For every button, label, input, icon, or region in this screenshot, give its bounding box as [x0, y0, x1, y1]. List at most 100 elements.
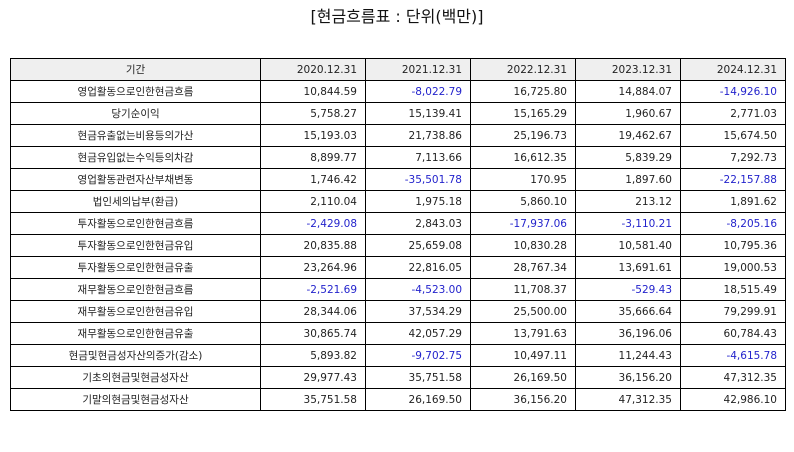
- table-row: 투자활동으로인한현금흐름 -2,429.08 2,843.03 -17,937.06-…: [10, 212, 786, 235]
- table-cell-value: 1,975.18: [365, 190, 471, 213]
- table-cell-value: -14,926.10: [680, 80, 786, 103]
- table-cell-value: 13,791.63: [470, 322, 576, 345]
- table-cell-value: 42,986.10: [680, 388, 786, 411]
- row-label: 영업활동관련자산부채변동: [10, 168, 261, 191]
- table-cell-value: 7,113.66: [365, 146, 471, 169]
- table-cell-value: 29,977.43: [260, 366, 366, 389]
- table-cell-value: 1,897.60: [575, 168, 681, 191]
- table-cell-value: 10,830.28: [470, 234, 576, 257]
- table-cell-value: 42,057.29: [365, 322, 471, 345]
- table-cell-value: -2,429.08: [260, 212, 366, 235]
- table-cell-value: -529.43: [575, 278, 681, 301]
- table-cell-value: 25,659.08: [365, 234, 471, 257]
- row-label: 투자활동으로인한현금유입: [10, 234, 261, 257]
- table-cell-value: 7,292.73: [680, 146, 786, 169]
- table-row: 영업활동으로인한현금흐름 10,844.59 -8,022.79 16,725.80 1…: [10, 80, 786, 103]
- table-cell-value: 22,816.05: [365, 256, 471, 279]
- table-cell-value: 2,843.03: [365, 212, 471, 235]
- page-title: [현금흐름표 : 단위(백만)]: [310, 7, 484, 26]
- table-cell-value: -17,937.06: [470, 212, 576, 235]
- table-cell-value: 10,795.36: [680, 234, 786, 257]
- table-cell-value: 36,196.06: [575, 322, 681, 345]
- table-cell-value: 213.12: [575, 190, 681, 213]
- table-header: 기간 2020.12.31 2021.12.31 2022.12.31 2023…: [10, 58, 786, 81]
- table-cell-value: 170.95: [470, 168, 576, 191]
- column-header-year: 2024.12.31: [680, 58, 786, 81]
- table-cell-value: 8,899.77: [260, 146, 366, 169]
- header-row: 기간 2020.12.31 2021.12.31 2022.12.31 2023…: [10, 58, 786, 81]
- table-row: 당기순이익 5,758.27 15,139.41 15,165.29 1,960.67 2…: [10, 102, 786, 125]
- table-row: 기말의현금및현금성자산 35,751.58 26,169.50 36,156.20 47…: [10, 388, 786, 411]
- table-row: 재무활동으로인한현금흐름 -2,521.69 -4,523.00 11,708.37-…: [10, 278, 786, 301]
- row-label: 투자활동으로인한현금흐름: [10, 212, 261, 235]
- row-label: 현금및현금성자산의증가(감소): [10, 344, 261, 367]
- table-cell-value: 35,666.64: [575, 300, 681, 323]
- table-cell-value: 35,751.58: [260, 388, 366, 411]
- row-label: 기말의현금및현금성자산: [10, 388, 261, 411]
- table-cell-value: 5,893.82: [260, 344, 366, 367]
- table-cell-value: 19,000.53: [680, 256, 786, 279]
- table-cell-value: 11,244.43: [575, 344, 681, 367]
- table-cell-value: 60,784.43: [680, 322, 786, 345]
- column-header-year: 2021.12.31: [365, 58, 471, 81]
- table-row: 영업활동관련자산부채변동 1,746.42 -35,501.78 170.95 1,89…: [10, 168, 786, 191]
- table-cell-value: -8,022.79: [365, 80, 471, 103]
- table-cell-value: 16,725.80: [470, 80, 576, 103]
- column-header-period: 기간: [10, 58, 261, 81]
- table-cell-value: 14,884.07: [575, 80, 681, 103]
- row-label: 법인세의납부(환급): [10, 190, 261, 213]
- table-cell-value: 36,156.20: [470, 388, 576, 411]
- table-cell-value: -35,501.78: [365, 168, 471, 191]
- table-cell-value: 37,534.29: [365, 300, 471, 323]
- table-cell-value: 5,839.29: [575, 146, 681, 169]
- table-cell-value: -4,615.78: [680, 344, 786, 367]
- table-cell-value: 13,691.61: [575, 256, 681, 279]
- table-cell-value: 15,193.03: [260, 124, 366, 147]
- row-label: 현금유출없는비용등의가산: [10, 124, 261, 147]
- table-cell-value: 21,738.86: [365, 124, 471, 147]
- row-label: 재무활동으로인한현금유출: [10, 322, 261, 345]
- table-row: 현금및현금성자산의증가(감소) 5,893.82 -9,702.75 10,497.1…: [10, 344, 786, 367]
- table-cell-value: 47,312.35: [575, 388, 681, 411]
- table-cell-value: 15,165.29: [470, 102, 576, 125]
- table-cell-value: 10,581.40: [575, 234, 681, 257]
- row-label: 현금유입없는수익등의차감: [10, 146, 261, 169]
- row-label: 영업활동으로인한현금흐름: [10, 80, 261, 103]
- table-cell-value: 1,891.62: [680, 190, 786, 213]
- table-cell-value: 25,500.00: [470, 300, 576, 323]
- table-row: 현금유입없는수익등의차감 8,899.77 7,113.66 16,612.35 5,8…: [10, 146, 786, 169]
- table-body: 영업활동으로인한현금흐름 10,844.59 -8,022.79 16,725.80 1…: [10, 80, 786, 411]
- cash-flow-table: 기간 2020.12.31 2021.12.31 2022.12.31 2023…: [10, 58, 786, 411]
- table-row: 투자활동으로인한현금유입 20,835.88 25,659.08 10,830.28 1…: [10, 234, 786, 257]
- table-cell-value: 18,515.49: [680, 278, 786, 301]
- table-cell-value: 19,462.67: [575, 124, 681, 147]
- table-cell-value: 23,264.96: [260, 256, 366, 279]
- table-cell-value: 28,344.06: [260, 300, 366, 323]
- column-header-year: 2020.12.31: [260, 58, 366, 81]
- table-cell-value: 5,860.10: [470, 190, 576, 213]
- table-cell-value: 28,767.34: [470, 256, 576, 279]
- table-cell-value: 10,844.59: [260, 80, 366, 103]
- row-label: 당기순이익: [10, 102, 261, 125]
- table-cell-value: -2,521.69: [260, 278, 366, 301]
- table-cell-value: -3,110.21: [575, 212, 681, 235]
- table-cell-value: 15,139.41: [365, 102, 471, 125]
- table-cell-value: 2,771.03: [680, 102, 786, 125]
- row-label: 재무활동으로인한현금유입: [10, 300, 261, 323]
- table-cell-value: 25,196.73: [470, 124, 576, 147]
- table-cell-value: -22,157.88: [680, 168, 786, 191]
- table-cell-value: -8,205.16: [680, 212, 786, 235]
- table-cell-value: 11,708.37: [470, 278, 576, 301]
- row-label: 재무활동으로인한현금흐름: [10, 278, 261, 301]
- table-cell-value: 47,312.35: [680, 366, 786, 389]
- table-cell-value: 5,758.27: [260, 102, 366, 125]
- table-cell-value: 30,865.74: [260, 322, 366, 345]
- table-row: 현금유출없는비용등의가산 15,193.03 21,738.86 25,196.73 1…: [10, 124, 786, 147]
- row-label: 투자활동으로인한현금유출: [10, 256, 261, 279]
- table-cell-value: 1,746.42: [260, 168, 366, 191]
- table-row: 투자활동으로인한현금유출 23,264.96 22,816.05 28,767.34 1…: [10, 256, 786, 279]
- table-cell-value: -9,702.75: [365, 344, 471, 367]
- table-row: 재무활동으로인한현금유입 28,344.06 37,534.29 25,500.00 3…: [10, 300, 786, 323]
- table-cell-value: 26,169.50: [365, 388, 471, 411]
- table-cell-value: 26,169.50: [470, 366, 576, 389]
